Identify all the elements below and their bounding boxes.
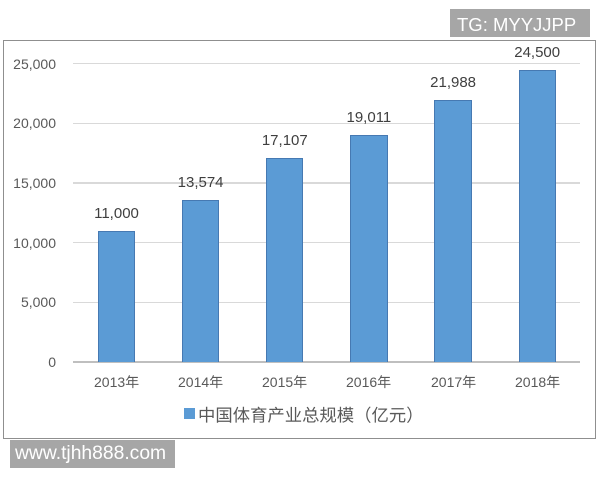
svg-text:2013: 2013 — [94, 374, 125, 390]
svg-text:2018: 2018 — [515, 374, 546, 390]
svg-text:2016: 2016 — [346, 374, 377, 390]
svg-text:2017: 2017 — [431, 374, 462, 390]
svg-text:2015: 2015 — [262, 374, 293, 390]
svg-text:2014: 2014 — [178, 374, 209, 390]
